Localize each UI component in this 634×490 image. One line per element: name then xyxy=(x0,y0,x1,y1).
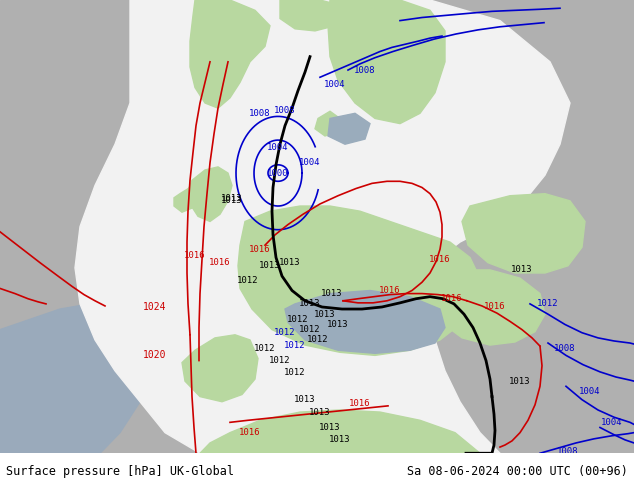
Text: 1012: 1012 xyxy=(284,341,306,349)
Text: Sa 08-06-2024 00:00 UTC (00+96): Sa 08-06-2024 00:00 UTC (00+96) xyxy=(407,465,628,478)
Polygon shape xyxy=(200,410,480,453)
Text: 1004: 1004 xyxy=(268,143,288,152)
Text: 1016: 1016 xyxy=(239,428,261,437)
Polygon shape xyxy=(462,194,585,273)
Polygon shape xyxy=(328,113,370,144)
Text: 1012: 1012 xyxy=(269,356,291,365)
Text: 1013: 1013 xyxy=(509,377,531,386)
Text: 1013: 1013 xyxy=(320,423,340,432)
Text: 1004: 1004 xyxy=(601,418,623,427)
Text: 1008: 1008 xyxy=(554,343,576,353)
Text: 1013: 1013 xyxy=(294,395,316,404)
Text: 1008: 1008 xyxy=(249,109,271,118)
Polygon shape xyxy=(428,270,545,345)
Text: 1008: 1008 xyxy=(354,66,376,74)
Polygon shape xyxy=(75,0,570,453)
Text: 1013: 1013 xyxy=(299,299,321,308)
Text: 1016: 1016 xyxy=(209,258,231,267)
Text: 1004: 1004 xyxy=(299,158,321,167)
Text: 1012: 1012 xyxy=(307,336,329,344)
Polygon shape xyxy=(190,0,270,108)
Text: 1012: 1012 xyxy=(237,276,259,285)
Text: 1024: 1024 xyxy=(143,302,167,312)
Text: 1020: 1020 xyxy=(143,350,167,360)
Text: 1012: 1012 xyxy=(254,343,276,353)
Text: 1016: 1016 xyxy=(249,245,271,254)
Text: 1012: 1012 xyxy=(537,299,559,308)
Text: 1016: 1016 xyxy=(484,302,506,312)
Text: 1013: 1013 xyxy=(314,310,336,318)
Text: 1013: 1013 xyxy=(221,196,243,205)
Polygon shape xyxy=(188,167,232,221)
Text: 1016: 1016 xyxy=(429,255,451,264)
Text: 1013: 1013 xyxy=(279,258,301,267)
Polygon shape xyxy=(342,301,385,350)
Text: 1008: 1008 xyxy=(557,447,579,456)
Polygon shape xyxy=(315,111,340,136)
Text: 1008: 1008 xyxy=(275,106,295,115)
Text: 1012: 1012 xyxy=(299,325,321,334)
Text: 1013: 1013 xyxy=(221,195,243,203)
Polygon shape xyxy=(0,304,160,453)
Text: 1013: 1013 xyxy=(259,261,281,270)
Text: 1013: 1013 xyxy=(327,320,349,329)
Text: 1016: 1016 xyxy=(441,294,463,303)
Text: 1012: 1012 xyxy=(275,328,295,337)
Polygon shape xyxy=(285,291,445,353)
Text: Surface pressure [hPa] UK-Global: Surface pressure [hPa] UK-Global xyxy=(6,465,235,478)
Text: 1016: 1016 xyxy=(379,286,401,295)
Text: 1012: 1012 xyxy=(284,368,306,377)
Text: 1013: 1013 xyxy=(511,266,533,274)
Text: 1016: 1016 xyxy=(349,399,371,408)
Text: 1016: 1016 xyxy=(184,251,206,260)
Polygon shape xyxy=(328,0,445,123)
Text: 1004: 1004 xyxy=(324,80,346,89)
Polygon shape xyxy=(182,335,258,402)
Text: 1000: 1000 xyxy=(268,169,288,177)
Polygon shape xyxy=(238,206,480,355)
Text: 1013: 1013 xyxy=(321,289,343,298)
Text: 1013: 1013 xyxy=(309,408,331,416)
Polygon shape xyxy=(174,188,196,212)
Polygon shape xyxy=(280,0,345,31)
Text: 1013: 1013 xyxy=(329,435,351,444)
Text: 1004: 1004 xyxy=(579,387,601,396)
Text: 1012: 1012 xyxy=(287,315,309,324)
